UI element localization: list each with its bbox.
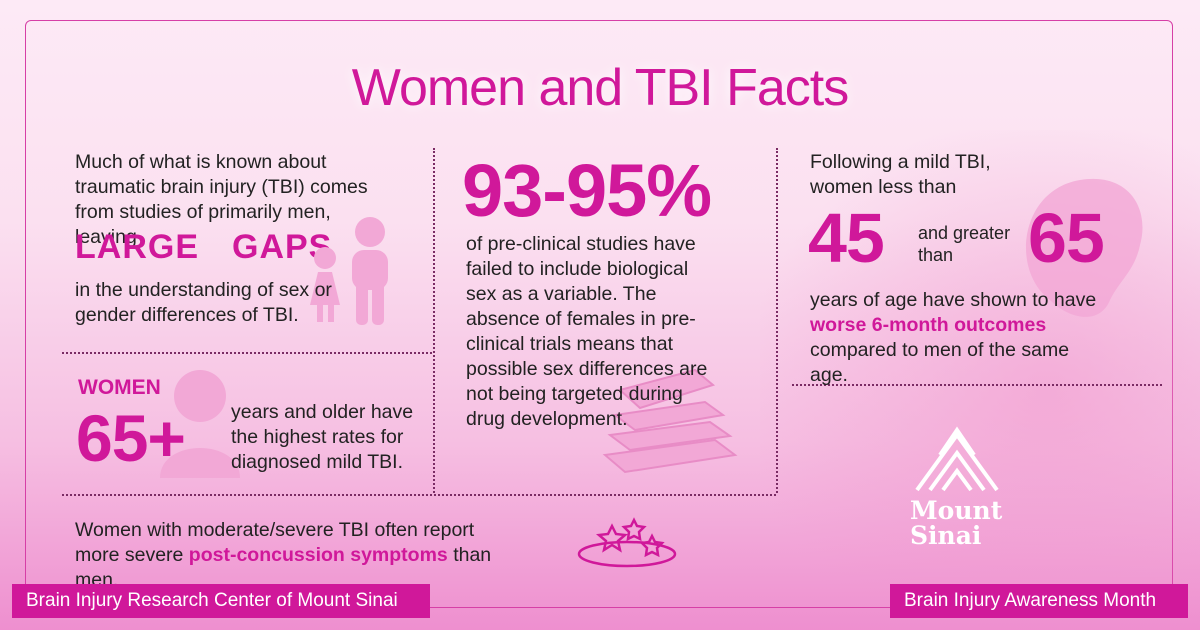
large-word: LARGE (75, 228, 199, 266)
divider-horizontal-left (62, 352, 432, 354)
age-text: years and older have the highest rates f… (231, 401, 414, 473)
outcome-text: years of age have shown to have worse 6-… (810, 288, 1110, 388)
books-stack-icon (602, 368, 738, 474)
footer-left-banner: Brain Injury Research Center of Mount Si… (12, 584, 430, 618)
gaps-text: in the understanding of sex or gender di… (75, 279, 332, 326)
greater-than-text: and greater than (918, 223, 1011, 265)
logo-text: Mount Sinai (910, 498, 1002, 548)
bottom-text-before: Women with moderate/severe TBI often rep… (75, 519, 475, 566)
percent-stat: 93-95% (462, 149, 712, 232)
footer-right-banner: Brain Injury Awareness Month (890, 584, 1188, 618)
woman-avatar-icon (160, 370, 240, 478)
outcome-text-before: years of age have shown to have (810, 289, 1097, 311)
bottom-highlight: post-concussion symptoms (188, 544, 448, 566)
col1-intro: Much of what is known about traumatic br… (75, 151, 368, 248)
percent-text: of pre-clinical studies have failed to i… (466, 233, 708, 430)
logo-line-1: Mount (910, 496, 1003, 525)
age-45-stat: 45 (808, 199, 885, 277)
page-title: Women and TBI Facts (351, 59, 849, 117)
col3-intro: Following a mild TBI, women less than (810, 151, 991, 198)
dizzy-stars-icon (577, 517, 677, 568)
mountain-logo-icon (915, 426, 999, 492)
logo-line-2: Sinai (910, 521, 982, 550)
outcome-text-after: compared to men of the same age. (810, 339, 1070, 386)
divider-horizontal-bottom (62, 494, 776, 496)
outcome-highlight: worse 6-month outcomes (810, 314, 1047, 336)
bottom-text: Women with moderate/severe TBI often rep… (75, 518, 515, 593)
age-65-stat: 65+ (76, 401, 186, 475)
divider-vertical-right (776, 148, 778, 493)
divider-horizontal-right (792, 384, 1162, 386)
family-silhouette-icon (310, 217, 388, 325)
divider-vertical-left (433, 148, 435, 493)
women-label: WOMEN (78, 376, 161, 399)
age-65-outcome-stat: 65 (1028, 199, 1105, 277)
woman-silhouette-icon (1026, 178, 1143, 317)
